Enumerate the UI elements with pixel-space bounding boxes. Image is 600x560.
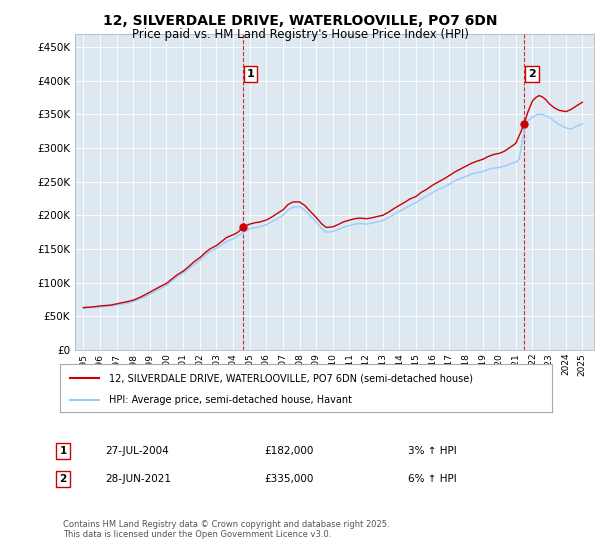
Text: 12, SILVERDALE DRIVE, WATERLOOVILLE, PO7 6DN (semi-detached house): 12, SILVERDALE DRIVE, WATERLOOVILLE, PO7… [109, 374, 473, 383]
Text: 6% ↑ HPI: 6% ↑ HPI [408, 474, 457, 484]
Text: 1: 1 [59, 446, 67, 456]
Text: Price paid vs. HM Land Registry's House Price Index (HPI): Price paid vs. HM Land Registry's House … [131, 28, 469, 41]
Text: 3% ↑ HPI: 3% ↑ HPI [408, 446, 457, 456]
Text: £182,000: £182,000 [264, 446, 313, 456]
Text: 1: 1 [247, 69, 254, 79]
Text: 12, SILVERDALE DRIVE, WATERLOOVILLE, PO7 6DN: 12, SILVERDALE DRIVE, WATERLOOVILLE, PO7… [103, 14, 497, 28]
Text: 28-JUN-2021: 28-JUN-2021 [105, 474, 171, 484]
Text: 2: 2 [59, 474, 67, 484]
Text: Contains HM Land Registry data © Crown copyright and database right 2025.
This d: Contains HM Land Registry data © Crown c… [63, 520, 389, 539]
Text: £335,000: £335,000 [264, 474, 313, 484]
Text: HPI: Average price, semi-detached house, Havant: HPI: Average price, semi-detached house,… [109, 395, 352, 405]
Text: 2: 2 [528, 69, 536, 79]
Text: 27-JUL-2004: 27-JUL-2004 [105, 446, 169, 456]
